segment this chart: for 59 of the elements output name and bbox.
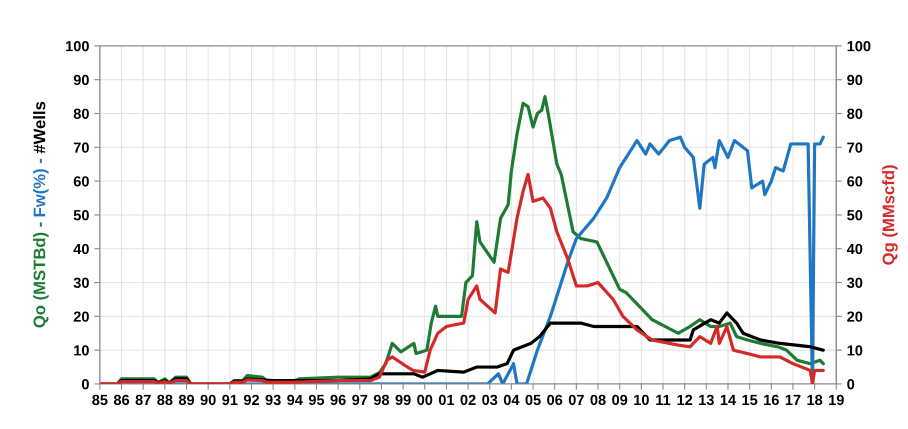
y-tick-label: 70 (74, 142, 89, 153)
x-tick-label: 95 (308, 394, 324, 406)
y2-tick-label: 50 (847, 210, 862, 220)
x-tick-label: 08 (590, 394, 606, 406)
y2-tick-label: 100 (848, 41, 870, 52)
x-tick-label: 96 (330, 394, 346, 406)
y-tick-label: 90 (74, 74, 89, 86)
y2-tick-label: 10 (848, 345, 862, 356)
x-tick-label: 93 (266, 394, 281, 406)
x-tick-label: 15 (742, 394, 758, 406)
y-tick-label: 100 (66, 41, 89, 52)
x-tick-label: 05 (526, 394, 541, 406)
x-tick-label: 98 (374, 394, 390, 406)
x-tick-label: 00 (417, 394, 432, 406)
x-tick-label: 88 (157, 394, 173, 406)
x-tick-label: 09 (612, 394, 628, 406)
y-tick-label: 0 (82, 379, 89, 390)
y-tick-label: 40 (73, 244, 89, 254)
y-tick-label: 30 (74, 278, 89, 288)
y-tick-label: 10 (74, 345, 89, 356)
x-tick-label: 99 (395, 394, 411, 406)
x-tick-label: 12 (677, 394, 692, 405)
y-tick-label: 60 (74, 176, 89, 187)
x-tick-label: 01 (438, 394, 454, 406)
x-tick-label: 13 (699, 394, 714, 406)
x-tick-label: 19 (829, 394, 844, 406)
y-tick-label: 20 (74, 311, 89, 322)
x-tick-label: 90 (200, 394, 216, 406)
y2-axis-title: Qg (MMscfd) (882, 165, 898, 265)
x-tick-label: 87 (136, 394, 151, 406)
x-tick-label: 02 (460, 394, 476, 406)
x-tick-label: 17 (786, 394, 800, 405)
x-tick-label: 04 (504, 394, 520, 406)
x-tick-label: 86 (114, 394, 130, 406)
y2-tick-label: 0 (847, 379, 854, 390)
y-axis-title: Qo (MSTBd) - Fw(%) - #Wells (33, 102, 49, 328)
y2-tick-label: 60 (847, 176, 862, 187)
x-tick-label: 03 (482, 394, 498, 406)
x-tick-label: 10 (634, 394, 649, 406)
y2-tick-label: 80 (847, 108, 862, 119)
x-tick-label: 91 (222, 394, 238, 406)
x-tick-label: 94 (287, 394, 303, 406)
y2-tick-label: 90 (847, 74, 862, 86)
y2-tick-label: 70 (847, 142, 862, 153)
x-tick-label: 89 (178, 394, 194, 406)
x-tick-label: 85 (92, 394, 108, 406)
y-tick-label: 80 (74, 108, 89, 119)
x-tick-label: 11 (656, 394, 670, 405)
y2-tick-label: 40 (846, 244, 862, 254)
x-tick-label: 97 (352, 394, 368, 406)
x-tick-label: 16 (764, 394, 779, 406)
y-tick-label: 50 (74, 210, 89, 220)
x-tick-label: 07 (568, 394, 584, 406)
y2-tick-label: 30 (847, 278, 862, 288)
x-tick-label: 06 (547, 394, 562, 406)
x-tick-label: 14 (720, 394, 736, 405)
x-tick-label: 18 (807, 394, 822, 406)
y2-tick-label: 20 (847, 311, 862, 322)
x-tick-label: 92 (244, 394, 260, 406)
